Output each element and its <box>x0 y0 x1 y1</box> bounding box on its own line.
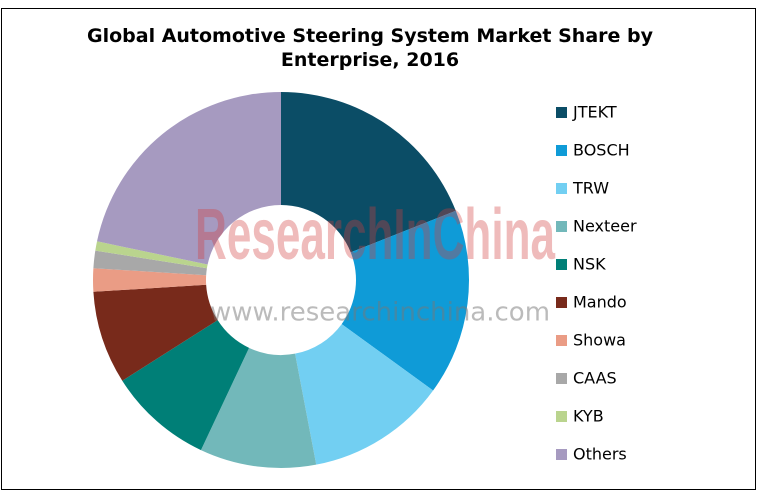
legend-label: CAAS <box>573 369 617 388</box>
legend-label: Showa <box>573 331 626 350</box>
slice <box>341 210 469 391</box>
slice <box>122 320 250 451</box>
legend-label: KYB <box>573 407 604 426</box>
legend-swatch <box>556 221 567 232</box>
legend: JTEKT BOSCH TRW Nexteer NSK Mando Showa CAAS KYB… <box>556 103 637 464</box>
legend-label: Mando <box>573 293 627 312</box>
legend-label: NSK <box>573 255 606 274</box>
legend-swatch <box>556 259 567 270</box>
watermark: ResearchInChina <box>195 195 556 275</box>
legend-label: JTEKT <box>572 103 617 122</box>
slice <box>95 241 208 269</box>
legend-label: TRW <box>572 179 609 198</box>
slice <box>200 347 317 468</box>
legend-swatch <box>556 449 567 460</box>
slice <box>97 92 281 265</box>
slice <box>93 250 207 276</box>
chart-title: Global Automotive Steering System Market… <box>86 25 654 71</box>
legend-swatch <box>556 297 567 308</box>
legend-swatch <box>556 145 567 156</box>
slices <box>93 92 469 468</box>
legend-swatch <box>556 335 567 346</box>
legend-swatch <box>556 183 567 194</box>
legend-swatch <box>556 373 567 384</box>
slice <box>295 324 434 465</box>
legend-label: Nexteer <box>573 217 637 236</box>
legend-label: Others <box>573 445 627 464</box>
slice <box>93 268 207 292</box>
slice <box>93 284 218 381</box>
watermark-url: www.researchinchina.com <box>210 298 550 328</box>
legend-swatch <box>556 411 567 422</box>
legend-swatch <box>556 107 567 118</box>
slice <box>281 92 456 253</box>
legend-label: BOSCH <box>573 141 630 160</box>
